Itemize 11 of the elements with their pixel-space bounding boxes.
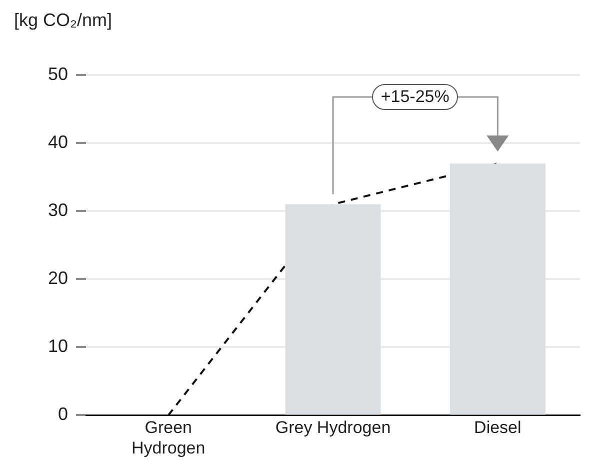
y-tick-label: 30	[48, 200, 68, 220]
y-axis-title: [kg CO₂/nm]	[14, 10, 112, 31]
annotation: +15-25%	[372, 84, 458, 110]
y-tick-label: 10	[48, 336, 68, 356]
y-tick-label: 40	[48, 132, 68, 152]
y-tick-label: 0	[58, 404, 68, 424]
x-tick-label: Diesel	[474, 418, 522, 438]
y-tick-label: 50	[48, 64, 68, 84]
y-tick-label: 20	[48, 268, 68, 288]
x-tick-label: Green Hydrogen	[131, 418, 206, 458]
x-tick-label: Grey Hydrogen	[275, 418, 391, 438]
